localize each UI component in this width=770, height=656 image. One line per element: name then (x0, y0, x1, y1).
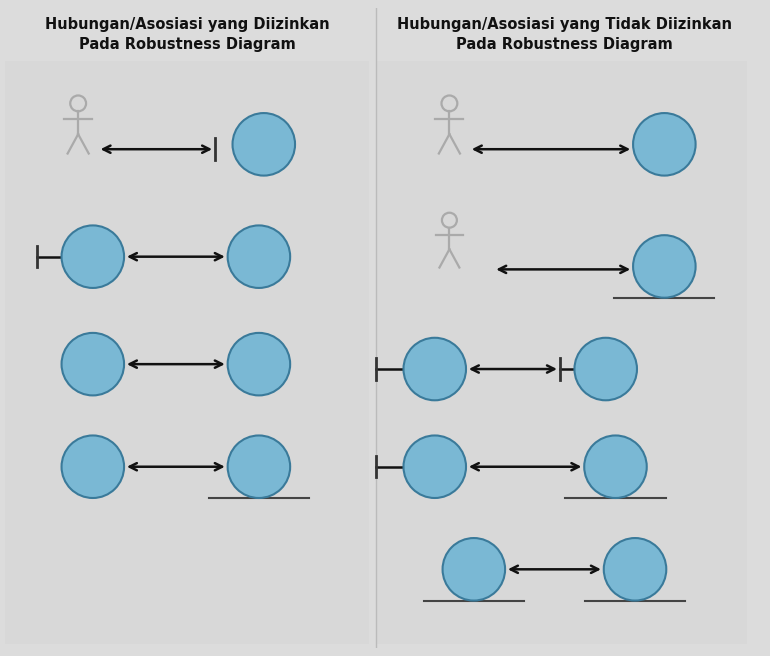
Circle shape (228, 226, 290, 288)
Circle shape (233, 113, 295, 176)
Circle shape (574, 338, 637, 400)
FancyBboxPatch shape (376, 61, 748, 644)
Circle shape (62, 226, 124, 288)
FancyBboxPatch shape (5, 61, 370, 644)
Circle shape (403, 338, 466, 400)
Circle shape (633, 236, 695, 298)
Circle shape (633, 113, 695, 176)
Circle shape (584, 436, 647, 498)
Circle shape (62, 436, 124, 498)
Circle shape (62, 333, 124, 396)
Circle shape (604, 538, 666, 601)
Circle shape (443, 538, 505, 601)
Text: Hubungan/Asosiasi yang Tidak Diizinkan
Pada Robustness Diagram: Hubungan/Asosiasi yang Tidak Diizinkan P… (397, 17, 732, 52)
Circle shape (228, 436, 290, 498)
Circle shape (228, 333, 290, 396)
Circle shape (403, 436, 466, 498)
Text: Hubungan/Asosiasi yang Diizinkan
Pada Robustness Diagram: Hubungan/Asosiasi yang Diizinkan Pada Ro… (45, 17, 330, 52)
